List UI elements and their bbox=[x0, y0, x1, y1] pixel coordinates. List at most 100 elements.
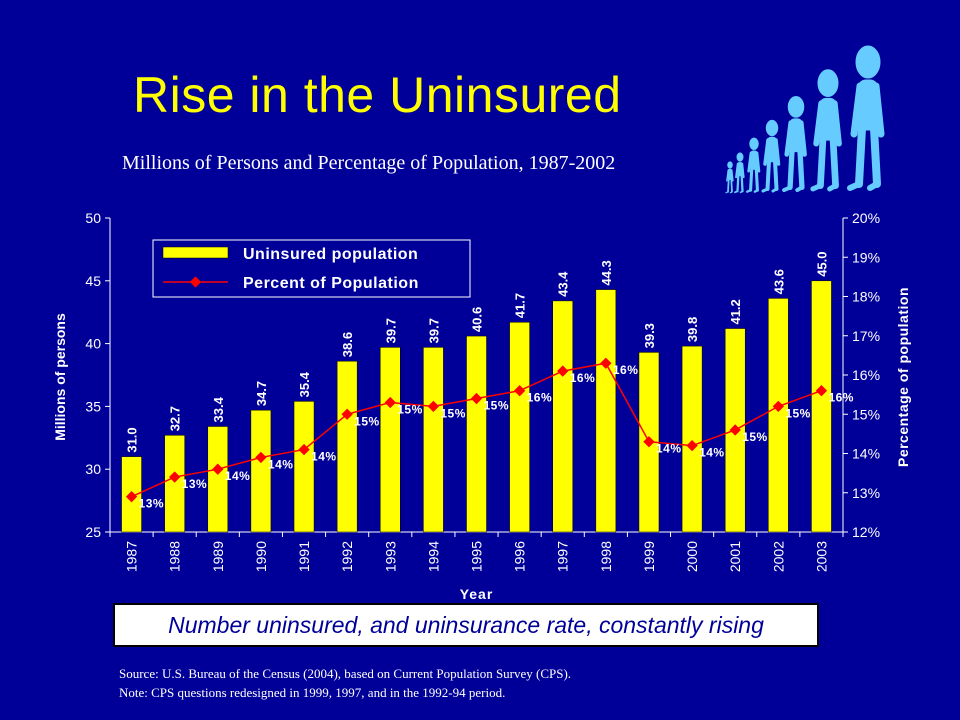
person-figure-part bbox=[773, 159, 779, 191]
bar-value-label: 39.8 bbox=[685, 317, 700, 342]
person-figure-part bbox=[829, 135, 839, 189]
note-line: Note: CPS questions redesigned in 1999, … bbox=[119, 685, 506, 700]
legend-bar-label: Uninsured population bbox=[243, 246, 418, 263]
percent-label: 16% bbox=[570, 371, 596, 385]
left-tick-label: 40 bbox=[85, 336, 101, 352]
percent-label: 14% bbox=[225, 469, 251, 483]
x-tick-label: 2003 bbox=[813, 541, 829, 572]
bar bbox=[811, 280, 832, 533]
person-figure-part bbox=[729, 191, 733, 194]
bar-value-label: 35.4 bbox=[297, 371, 312, 397]
source-note: Source: U.S. Bureau of the Census (2004)… bbox=[119, 664, 571, 702]
x-tick-label: 1995 bbox=[469, 541, 485, 572]
percent-point bbox=[600, 357, 612, 369]
x-tick-label: 1988 bbox=[167, 541, 183, 572]
x-tick-label: 1994 bbox=[425, 541, 441, 572]
percent-label: 15% bbox=[354, 414, 380, 428]
percent-label: 15% bbox=[742, 430, 768, 444]
left-tick-label: 45 bbox=[85, 273, 101, 289]
percent-point bbox=[772, 400, 784, 413]
person-figure bbox=[847, 45, 885, 191]
right-tick-label: 14% bbox=[852, 446, 880, 462]
bar bbox=[293, 401, 315, 533]
percent-point bbox=[427, 400, 440, 413]
bar-value-label: 39.7 bbox=[383, 318, 398, 343]
person-figure-part bbox=[765, 159, 771, 191]
bar-value-label: 38.6 bbox=[340, 332, 355, 357]
percent-point bbox=[643, 436, 655, 448]
x-tick-label: 1999 bbox=[641, 541, 657, 572]
percent-label: 14% bbox=[656, 442, 682, 456]
x-tick-label: 1992 bbox=[339, 541, 355, 572]
left-tick-label: 35 bbox=[85, 398, 101, 414]
person-figure-part bbox=[827, 183, 839, 192]
right-tick-label: 16% bbox=[852, 367, 880, 383]
x-tick-label: 2000 bbox=[684, 541, 700, 572]
legend-bar-swatch bbox=[162, 246, 229, 259]
bar bbox=[164, 435, 185, 533]
person-figure bbox=[810, 69, 842, 192]
right-tick-label: 19% bbox=[852, 249, 880, 265]
person-figure-part bbox=[872, 82, 885, 138]
person-figure-part bbox=[726, 169, 730, 182]
person-figure-part bbox=[747, 151, 753, 173]
percent-label: 13% bbox=[139, 497, 165, 511]
bar-value-label: 33.4 bbox=[211, 396, 226, 422]
person-figure-part bbox=[847, 181, 862, 191]
person-figure-part bbox=[782, 185, 793, 193]
person-figure-part bbox=[798, 120, 807, 157]
y2-axis-title: Percentage of population bbox=[895, 287, 911, 467]
callout-box: Number uninsured, and uninsurance rate, … bbox=[113, 603, 819, 647]
right-tick-label: 13% bbox=[852, 485, 880, 501]
percent-label: 14% bbox=[699, 446, 725, 460]
person-figure-part bbox=[850, 82, 864, 138]
x-tick-label: 2002 bbox=[770, 541, 786, 572]
left-tick-label: 50 bbox=[85, 210, 101, 226]
percent-point bbox=[384, 396, 396, 409]
percent-label: 15% bbox=[440, 406, 466, 420]
percent-point bbox=[341, 408, 353, 420]
bar bbox=[423, 347, 444, 533]
person-figure-part bbox=[787, 147, 795, 191]
percent-point bbox=[212, 463, 224, 475]
left-tick-label: 30 bbox=[85, 461, 101, 477]
percent-point bbox=[815, 385, 828, 397]
person-figure-part bbox=[855, 45, 881, 79]
bar-value-label: 43.4 bbox=[556, 271, 571, 297]
person-figure-part bbox=[741, 162, 745, 179]
right-tick-label: 18% bbox=[852, 289, 880, 305]
person-figure-part bbox=[813, 100, 825, 147]
percent-label: 15% bbox=[785, 406, 811, 420]
x-tick-label: 1996 bbox=[512, 541, 528, 572]
person-figure-part bbox=[817, 69, 839, 97]
bar-value-label: 43.6 bbox=[771, 269, 786, 294]
person-figure-part bbox=[771, 187, 778, 193]
person-figure bbox=[746, 137, 761, 193]
bar bbox=[207, 426, 229, 533]
right-tick-label: 15% bbox=[852, 406, 880, 422]
person-figure bbox=[782, 95, 807, 193]
person-figure-part bbox=[746, 189, 752, 193]
bar-value-label: 40.6 bbox=[470, 307, 485, 332]
y-axis-title: Millions of persons bbox=[52, 313, 68, 441]
person-figure-part bbox=[870, 124, 881, 188]
slide-subtitle: Millions of Persons and Percentage of Po… bbox=[122, 152, 616, 174]
right-tick-label: 20% bbox=[852, 210, 880, 226]
x-tick-label: 1991 bbox=[296, 541, 312, 572]
x-tick-label: 1998 bbox=[598, 541, 614, 572]
percent-label: 14% bbox=[268, 457, 294, 471]
bar-value-label: 31.0 bbox=[125, 427, 140, 452]
bar-value-label: 41.7 bbox=[513, 293, 528, 318]
person-figure-part bbox=[755, 151, 761, 173]
person-figure-part bbox=[749, 167, 754, 192]
bar bbox=[250, 409, 272, 533]
person-figure-part bbox=[754, 167, 759, 192]
percent-point bbox=[513, 385, 526, 397]
percent-label: 13% bbox=[182, 477, 208, 491]
x-tick-label: 1990 bbox=[253, 541, 269, 572]
x-tick-label: 1993 bbox=[382, 541, 398, 572]
legend-line-label: Percent of Population bbox=[243, 275, 419, 292]
percent-label: 14% bbox=[311, 450, 337, 464]
percent-label: 15% bbox=[484, 399, 510, 413]
bar-value-label: 39.7 bbox=[426, 318, 441, 343]
